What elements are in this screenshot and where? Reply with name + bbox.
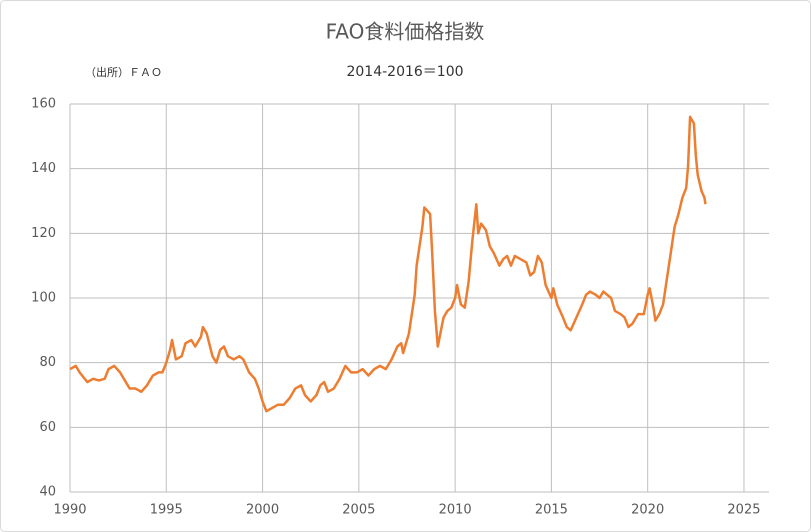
x-tick-label: 1995: [150, 503, 183, 518]
x-tick-label: 2000: [246, 503, 279, 518]
y-tick-label: 40: [39, 485, 56, 500]
chart-title: FAO食料価格指数: [326, 20, 485, 44]
chart-subtitle: 2014-2016＝100: [346, 64, 463, 80]
source-note: （出所）ＦＡＯ: [85, 65, 162, 79]
x-tick-label: 2020: [631, 503, 664, 518]
x-tick-label: 2005: [342, 503, 375, 518]
x-tick-label: 2010: [439, 503, 472, 518]
x-tick-label: 2025: [727, 503, 760, 518]
data-line: [69, 115, 707, 413]
y-tick-label: 80: [39, 355, 56, 370]
y-tick-label: 100: [31, 291, 56, 306]
y-tick-label: 160: [31, 97, 56, 112]
y-tick-label: 140: [31, 161, 56, 176]
x-tick-label: 1990: [53, 503, 86, 518]
y-tick-label: 60: [39, 420, 56, 435]
x-tick-label: 2015: [535, 503, 568, 518]
y-tick-label: 120: [31, 226, 56, 241]
